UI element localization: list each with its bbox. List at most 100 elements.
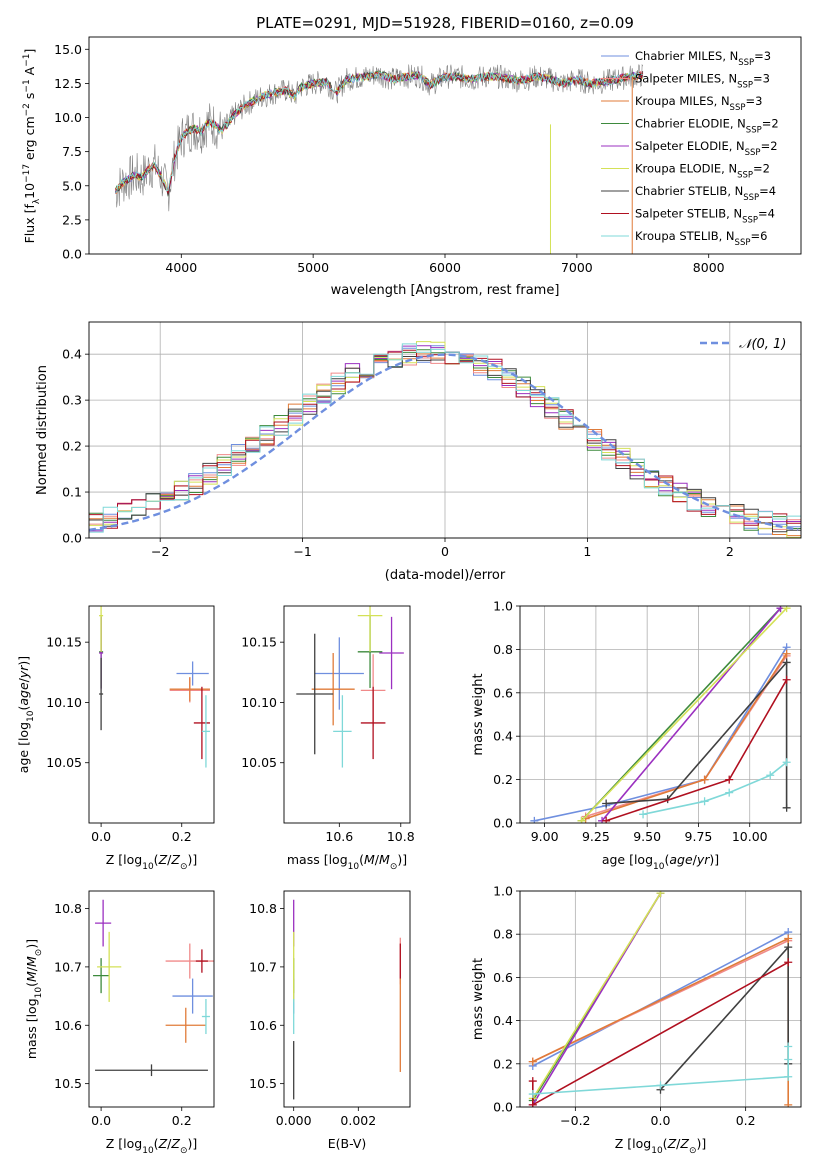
y-tick-label: 10.15 bbox=[241, 635, 277, 650]
x-tick-label: 7000 bbox=[561, 260, 593, 275]
x-tick-label: 10.00 bbox=[732, 829, 768, 844]
x-tick-label: 9.50 bbox=[633, 829, 661, 844]
y-tick-label: 10.8 bbox=[54, 901, 82, 916]
x-tick-label: 0.0 bbox=[91, 829, 111, 844]
plot-area bbox=[89, 341, 801, 538]
weight-marker bbox=[784, 1100, 793, 1107]
y-tick-label: 0.3 bbox=[62, 393, 82, 408]
weight-marker bbox=[656, 891, 665, 898]
y-axis-label: age [log10(age/yr)] bbox=[16, 656, 36, 773]
y-tick-label: 2.5 bbox=[62, 212, 82, 227]
axes: 0.000 0.002 10.5 10.6 10.7 10.8 bbox=[249, 890, 411, 1128]
y-tick-label: 0.4 bbox=[62, 347, 82, 362]
y-axis-label: mass weight bbox=[471, 958, 486, 1040]
x-tick-label: 9.25 bbox=[582, 829, 610, 844]
y-tick-label: 0.0 bbox=[493, 816, 513, 831]
y-tick-label: 10.7 bbox=[54, 959, 82, 974]
y-tick-label: 12.5 bbox=[54, 76, 82, 91]
weight-marker bbox=[784, 934, 793, 943]
legend-label: Salpeter ELODIE, NSSP=2 bbox=[635, 139, 778, 158]
weight-marker bbox=[766, 771, 775, 780]
normal-curve bbox=[89, 353, 799, 532]
y-tick-label: 10.05 bbox=[46, 755, 82, 770]
residual-histogram bbox=[89, 349, 801, 529]
weight-marker bbox=[577, 816, 586, 823]
weight-marker bbox=[528, 1057, 537, 1066]
axes-frame bbox=[88, 890, 215, 1108]
y-tick-label: 0.2 bbox=[493, 1056, 513, 1071]
weight-marker bbox=[782, 803, 791, 812]
axes: 0.0 0.2 10.05 10.10 10.15 bbox=[46, 605, 215, 844]
axes-frame bbox=[519, 605, 802, 824]
x-tick-label: 10.8 bbox=[387, 829, 415, 844]
plot-area bbox=[99, 606, 210, 768]
y-tick-label: 0.2 bbox=[493, 772, 513, 787]
weight-marker bbox=[528, 1077, 537, 1086]
y-tick-label: 15.0 bbox=[54, 42, 82, 57]
x-axis-label: (data-model)/error bbox=[385, 568, 506, 583]
weight-line bbox=[532, 931, 789, 1067]
x-tick-label: 0.0 bbox=[651, 1113, 671, 1128]
x-tick-label: 9.00 bbox=[531, 829, 559, 844]
x-tick-label: −0.2 bbox=[560, 1113, 590, 1128]
y-axis-label: mass weight bbox=[471, 673, 486, 755]
legend-label: Kroupa MILES, NSSP=3 bbox=[635, 94, 762, 113]
y-tick-label: 10.5 bbox=[249, 1076, 277, 1091]
axes: 4000 5000 6000 7000 8000 0.0 2.5 5.0 7.5 10.0 12.5… bbox=[54, 36, 802, 275]
axes: 10.6 10.8 10.05 10.10 10.15 bbox=[241, 605, 415, 844]
axes-frame bbox=[88, 321, 802, 539]
x-tick-label: −1 bbox=[293, 544, 311, 559]
weight-marker bbox=[784, 1055, 793, 1064]
residual-histogram bbox=[89, 343, 801, 533]
y-tick-label: 0.2 bbox=[62, 439, 82, 454]
weight-marker bbox=[528, 1090, 537, 1099]
model-spectrum bbox=[115, 70, 644, 192]
y-tick-label: 10.5 bbox=[54, 1076, 82, 1091]
y-axis-label: Flux [fλ10−17 erg cm−2 s−1 A−1] bbox=[22, 49, 42, 244]
weight-marker bbox=[784, 1042, 793, 1051]
axes-frame bbox=[283, 605, 411, 824]
weight-marker bbox=[782, 675, 791, 684]
x-axis-label: age [log10(age/yr)] bbox=[602, 852, 719, 872]
weight-marker bbox=[784, 943, 793, 952]
weight-line bbox=[642, 761, 788, 816]
weight-marker bbox=[602, 799, 611, 808]
weight-line bbox=[534, 646, 788, 822]
y-tick-label: 10.6 bbox=[249, 1018, 277, 1033]
x-tick-label: −2 bbox=[151, 544, 169, 559]
legend-label: Chabrier ELODIE, NSSP=2 bbox=[635, 117, 779, 136]
legend-label: Chabrier STELIB, NSSP=4 bbox=[635, 184, 776, 203]
x-tick-label: 0 bbox=[441, 544, 449, 559]
weight-marker bbox=[656, 1081, 665, 1090]
weight-marker bbox=[725, 788, 734, 797]
axes-frame bbox=[88, 36, 802, 255]
plot-area bbox=[293, 899, 401, 1100]
y-tick-label: 10.05 bbox=[241, 755, 277, 770]
weight-marker bbox=[784, 1072, 793, 1081]
chart-title: PLATE=0291, MJD=51928, FIBERID=0160, z=0… bbox=[256, 14, 634, 32]
legend-label: Salpeter STELIB, NSSP=4 bbox=[635, 207, 775, 226]
weight-marker bbox=[528, 1100, 537, 1107]
x-tick-label: 8000 bbox=[693, 260, 725, 275]
y-tick-label: 10.10 bbox=[46, 695, 82, 710]
y-tick-label: 10.10 bbox=[241, 695, 277, 710]
model-spectrum bbox=[115, 71, 643, 193]
plot-area bbox=[115, 63, 644, 254]
x-axis-label: Z [log10(Z/Z⊙)] bbox=[615, 1136, 707, 1156]
axes: −0.2 0.0 0.2 0.0 0.2 0.4 0.6 0.8 1.0 bbox=[493, 884, 802, 1128]
y-tick-label: 10.0 bbox=[54, 110, 82, 125]
y-tick-label: 0.4 bbox=[493, 729, 513, 744]
weight-marker bbox=[639, 810, 648, 819]
y-tick-label: 0.0 bbox=[493, 1100, 513, 1115]
y-tick-label: 7.5 bbox=[62, 144, 82, 159]
y-tick-label: 5.0 bbox=[62, 178, 82, 193]
weight-line bbox=[606, 660, 788, 808]
legend-label: 𝒩(0, 1) bbox=[739, 337, 786, 352]
plot-area bbox=[296, 606, 404, 768]
x-axis-label: Z [log10(Z/Z⊙)] bbox=[106, 852, 198, 872]
plot-area bbox=[530, 606, 791, 823]
x-tick-label: 9.75 bbox=[685, 829, 713, 844]
weight-marker bbox=[700, 775, 709, 784]
weight-line bbox=[532, 892, 662, 1099]
